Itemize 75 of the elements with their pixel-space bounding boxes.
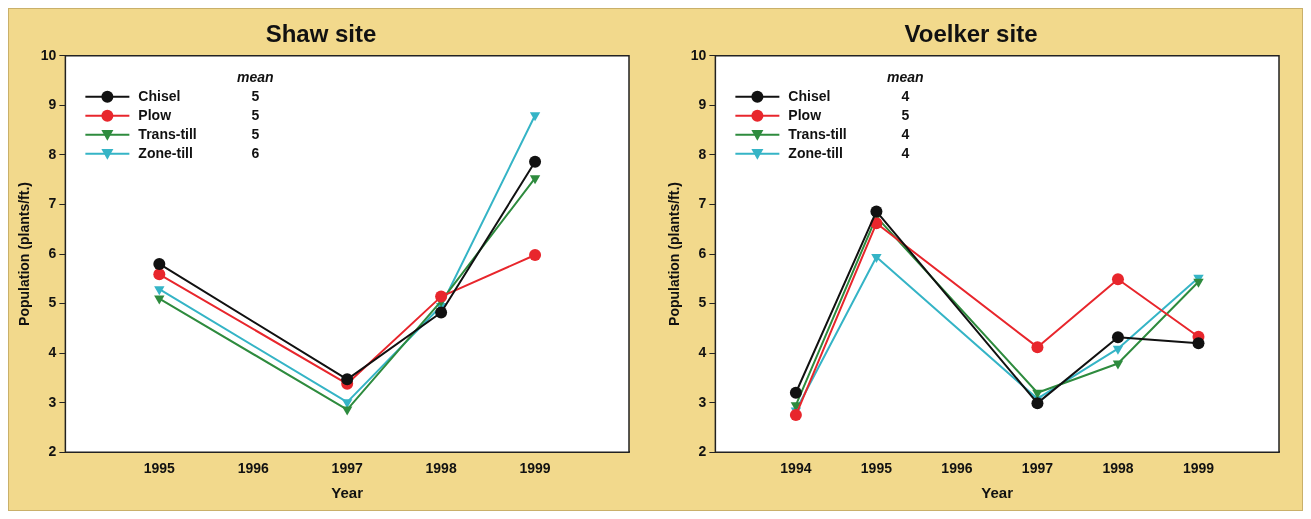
y-axis-title: Population (plants/ft.) (16, 182, 33, 326)
x-axis-title: Year (981, 484, 1014, 502)
legend-label: Chisel (788, 87, 831, 104)
x-tick-label: 1996 (941, 460, 973, 477)
y-tick-label: 6 (48, 244, 57, 261)
y-tick-label: 4 (698, 343, 707, 360)
legend-label: Zone-till (138, 144, 193, 161)
x-tick-label: 1997 (1021, 460, 1054, 477)
point (870, 205, 883, 218)
point (789, 386, 802, 399)
point (341, 373, 354, 386)
y-tick-label: 5 (48, 294, 57, 311)
y-tick-label: 8 (48, 145, 57, 162)
x-axis-title: Year (331, 484, 364, 502)
y-tick-label: 2 (698, 443, 707, 460)
y-tick-label: 7 (48, 195, 57, 212)
y-tick-label: 3 (698, 393, 707, 410)
legend-title: mean (887, 68, 924, 85)
point (1031, 397, 1044, 410)
point (1031, 341, 1044, 354)
legend-title: mean (237, 68, 274, 85)
y-tick-label: 6 (698, 244, 707, 261)
annotation: 4 (901, 87, 910, 104)
y-tick-label: 9 (48, 96, 57, 113)
y-tick-label: 3 (48, 393, 57, 410)
y-tick-label: 10 (690, 46, 707, 63)
chart-title: Shaw site (265, 20, 377, 48)
y-tick-label: 10 (40, 46, 57, 63)
point (789, 409, 802, 422)
chart-title: Voelker site (904, 20, 1038, 48)
y-axis-title: Population (plants/ft.) (666, 182, 683, 326)
point (1111, 331, 1124, 344)
point (153, 257, 166, 270)
x-tick-label: 1996 (237, 460, 270, 477)
legend-label: Zone-till (788, 144, 843, 161)
point (153, 268, 166, 281)
y-tick-label: 2 (48, 443, 57, 460)
y-tick-label: 8 (698, 145, 707, 162)
x-tick-label: 1998 (425, 460, 457, 477)
annotation: 5 (251, 125, 260, 142)
x-tick-label: 1994 (780, 460, 812, 477)
legend-label: Plow (138, 106, 172, 123)
x-tick-label: 1995 (143, 460, 176, 477)
annotation: 5 (901, 106, 910, 123)
x-tick-label: 1998 (1102, 460, 1134, 477)
point (1192, 337, 1205, 350)
legend-label: Trans-till (788, 125, 847, 142)
point (1112, 360, 1124, 370)
point (435, 306, 448, 319)
point (1193, 278, 1204, 288)
point (871, 253, 882, 263)
y-tick-label: 5 (698, 294, 707, 311)
point (529, 175, 541, 185)
annotation: 4 (901, 125, 910, 142)
x-tick-label: 1999 (1182, 460, 1215, 477)
legend-label: Plow (788, 106, 822, 123)
legend-label: Chisel (138, 87, 181, 104)
annotation: 4 (901, 144, 910, 161)
legend-label: Trans-till (138, 125, 197, 142)
annotation: 6 (251, 144, 260, 161)
y-tick-label: 4 (48, 343, 57, 360)
point (529, 112, 541, 122)
point (1112, 345, 1124, 355)
point (1111, 273, 1124, 286)
y-tick-label: 9 (698, 96, 707, 113)
x-tick-label: 1995 (860, 460, 893, 477)
annotation: 5 (251, 106, 260, 123)
point (529, 248, 542, 261)
annotation: 5 (251, 87, 260, 104)
point (154, 286, 165, 296)
point (435, 290, 448, 303)
point (529, 155, 542, 168)
x-tick-label: 1999 (519, 460, 551, 477)
x-tick-label: 1997 (331, 460, 363, 477)
y-tick-label: 7 (698, 195, 707, 212)
